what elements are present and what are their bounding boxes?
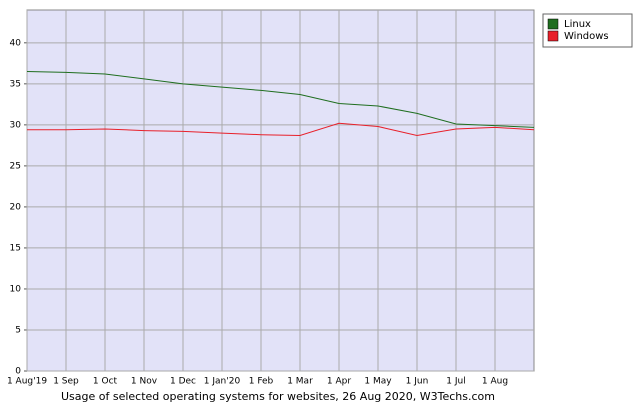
y-tick-label: 0	[15, 367, 21, 377]
x-tick-label: 1 Nov	[131, 377, 158, 387]
x-tick-label: 1 Jun	[406, 377, 429, 387]
y-tick-label: 20	[10, 202, 22, 212]
y-tick-label: 40	[10, 38, 22, 48]
y-tick-label: 35	[10, 79, 21, 89]
plot-area	[26, 9, 535, 372]
legend-label: Linux	[564, 19, 591, 30]
series-line	[26, 71, 535, 128]
x-tick-label: 1 May	[364, 377, 392, 387]
y-tick-label: 25	[10, 161, 21, 171]
y-tick-label: 15	[10, 243, 21, 253]
legend-swatch	[547, 30, 559, 42]
legend-label: Windows	[564, 31, 609, 42]
x-tick-label: 1 Oct	[93, 377, 118, 387]
y-tick-label: 30	[10, 120, 22, 130]
x-tick-label: 1 Sep	[53, 377, 79, 387]
legend-swatch	[547, 18, 559, 30]
x-tick-label: 1 Apr	[327, 377, 351, 387]
x-tick-label: 1 Feb	[249, 377, 274, 387]
series-line	[27, 122, 535, 137]
x-tick-label: 1 Dec	[170, 377, 196, 387]
x-tick-label: 1 Aug	[482, 377, 508, 387]
x-tick-label: 1 Jan'20	[204, 377, 241, 387]
x-tick-label: 1 Mar	[287, 377, 313, 387]
caption: Usage of selected operating systems for …	[61, 390, 495, 403]
x-tick-label: 1 Aug'19	[7, 377, 47, 387]
x-tick-label: 1 Jul	[446, 377, 465, 387]
y-tick-label: 5	[15, 325, 21, 335]
y-tick-label: 10	[10, 284, 22, 294]
